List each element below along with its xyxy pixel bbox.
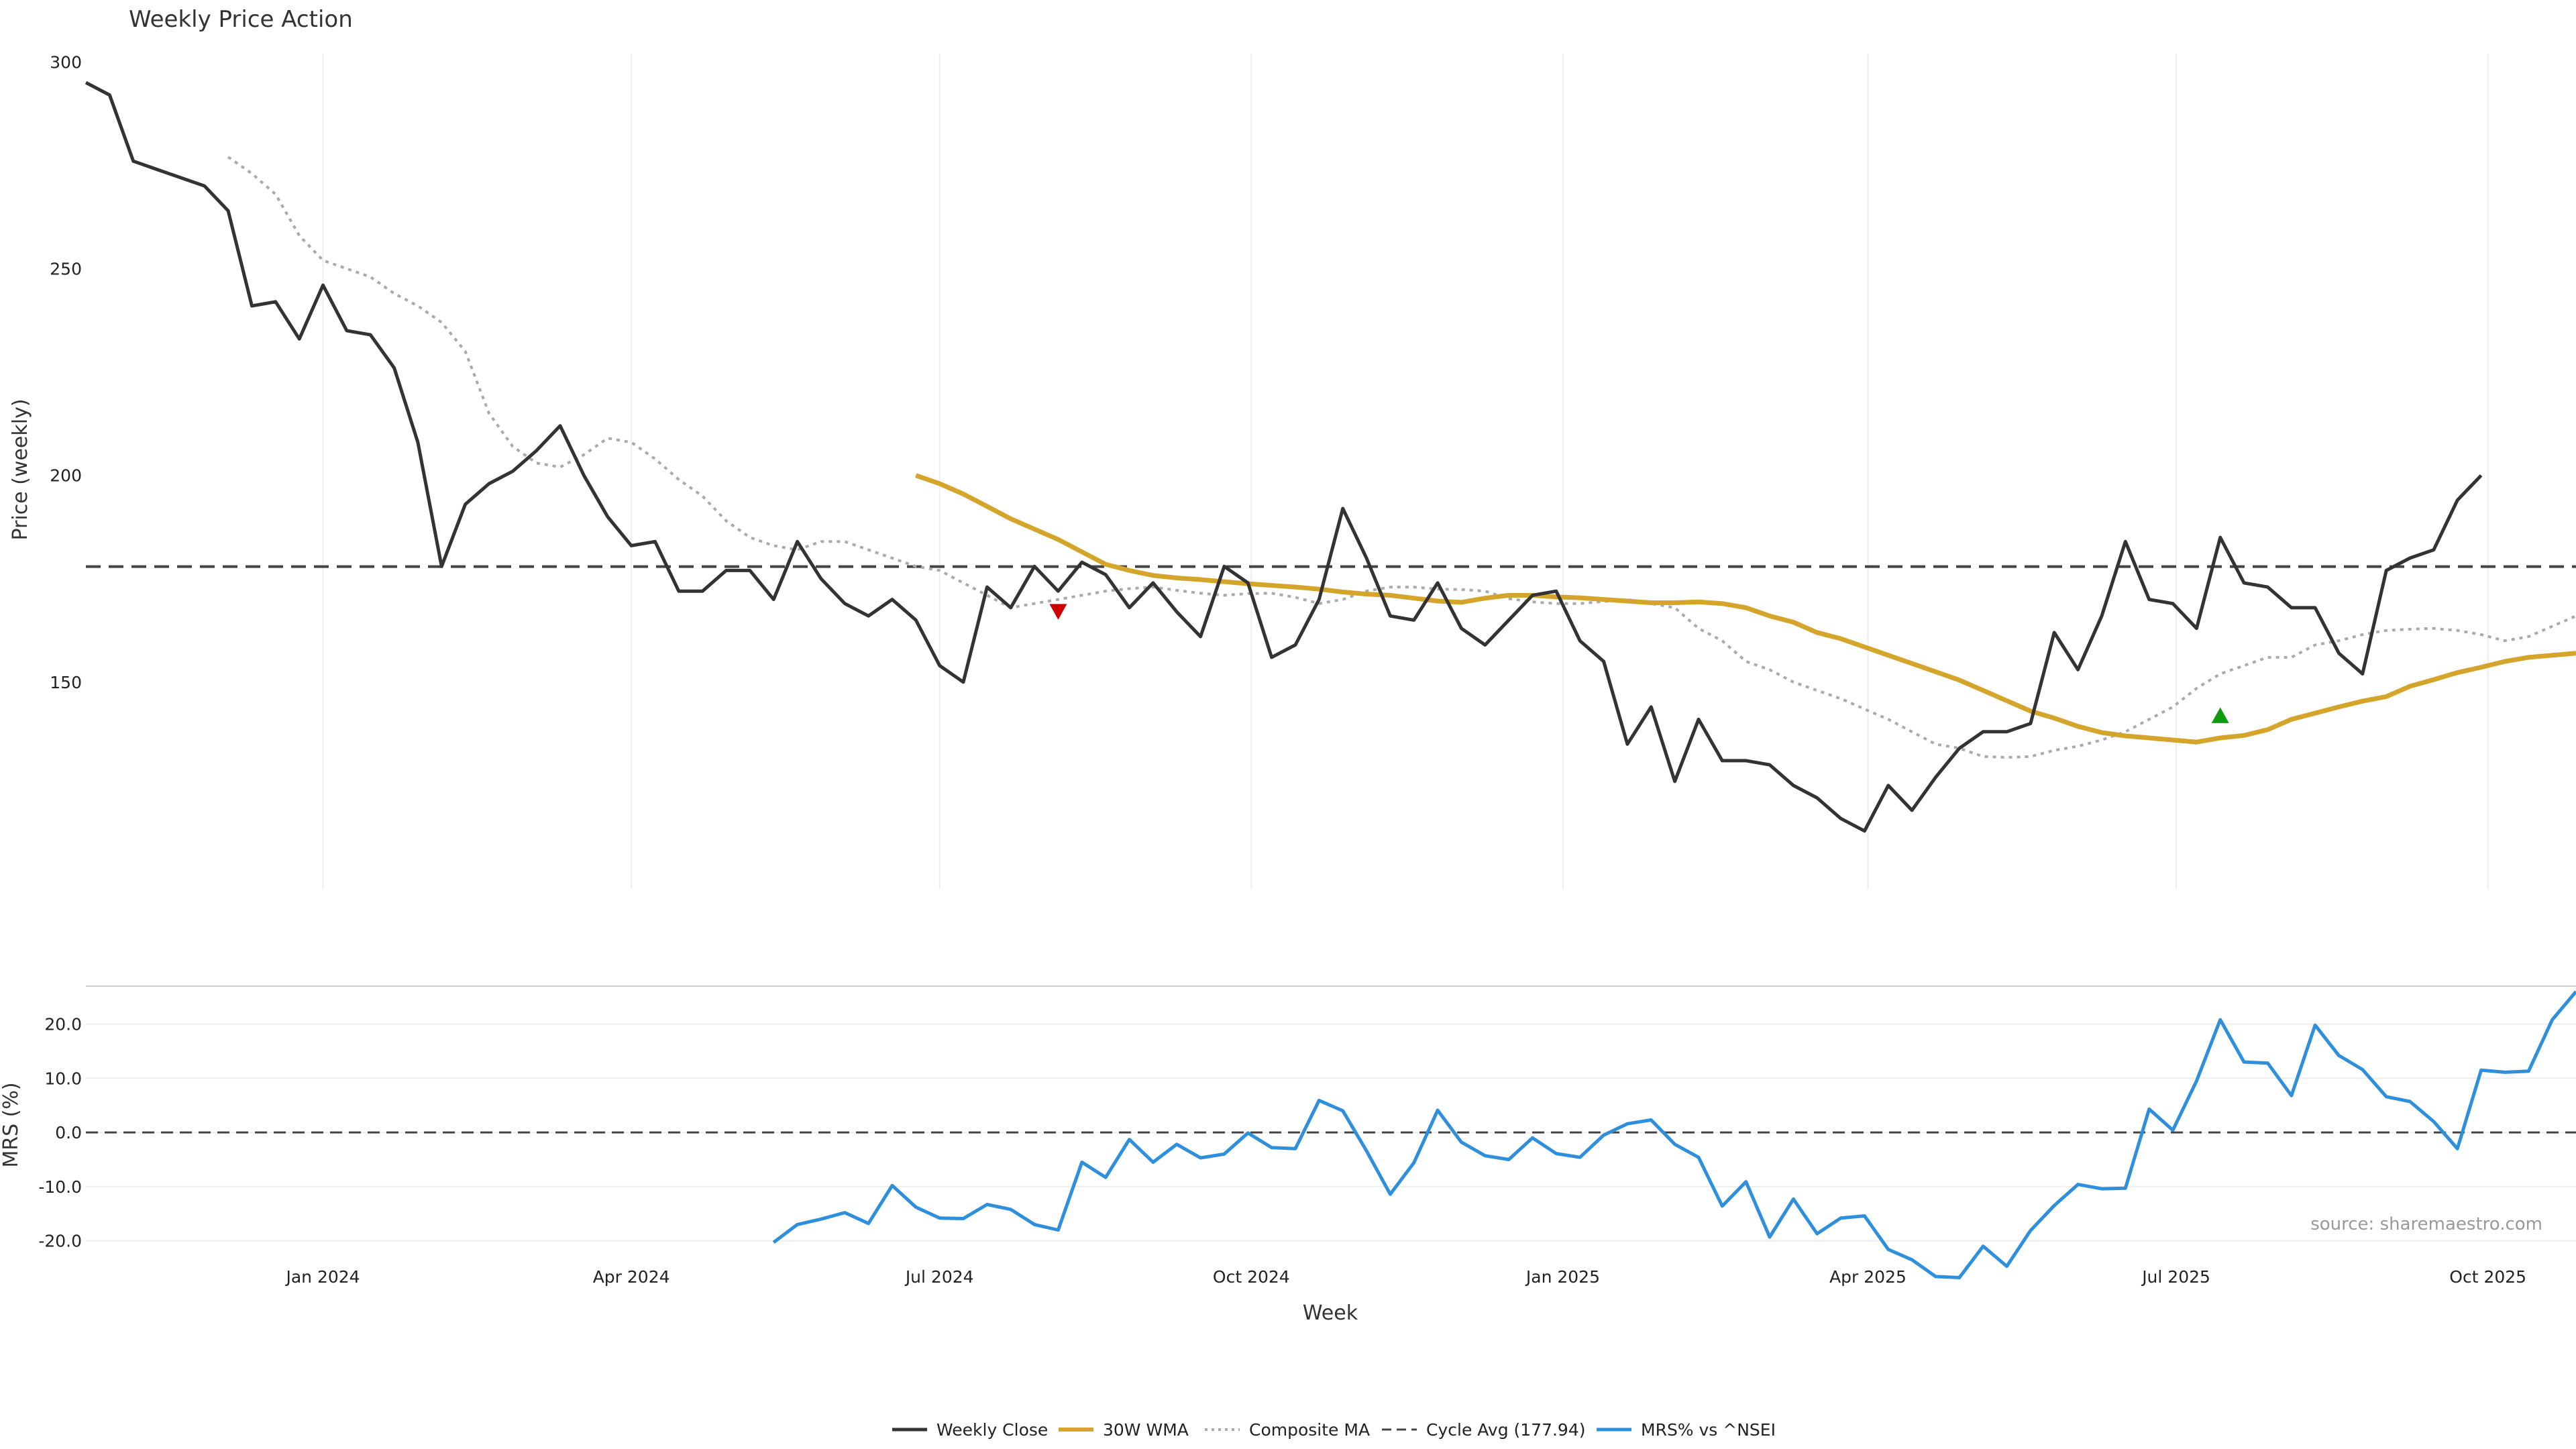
mrs-y-tick-label: -20.0 [38,1232,82,1251]
price-panel-grid [322,54,2489,889]
x-tick-label: Apr 2024 [593,1267,670,1287]
legend-label: Cycle Avg (177.94) [1426,1420,1586,1440]
legend-label: Composite MA [1249,1420,1370,1440]
legend-label: Weekly Close [936,1420,1048,1440]
buy-signal-marker [2211,707,2229,723]
x-tick-label: Jan 2025 [1525,1267,1600,1287]
signal-markers [1049,604,2229,723]
wma-30w-line [915,473,2576,745]
x-axis-label: Week [1303,1301,1358,1325]
x-ticks: Jan 2024 Apr 2024 Jul 2024 Oct 2024 Jan 2025… [284,1267,2526,1287]
legend-label: 30W WMA [1103,1420,1189,1440]
legend-label: MRS% vs ^NSEI [1641,1420,1776,1440]
mrs-y-tick-label: 10.0 [44,1069,82,1088]
price-y-tick-label: 150 [50,673,82,692]
x-tick-label: Oct 2024 [1213,1267,1290,1287]
x-tick-label: Jul 2024 [904,1267,974,1287]
mrs-y-ticks: -20.0 -10.0 0.0 10.0 20.0 [38,1015,82,1251]
x-tick-label: Apr 2025 [1829,1267,1907,1287]
mrs-y-tick-label: 20.0 [44,1015,82,1034]
weekly-close-line [85,80,2483,833]
x-tick-label: Jul 2025 [2141,1267,2210,1287]
mrs-line [772,990,2576,1279]
x-tick-label: Oct 2025 [2449,1267,2526,1287]
price-y-axis-label: Price (weekly) [9,398,32,540]
composite-ma-line [227,156,2576,759]
mrs-y-tick-label: 0.0 [55,1123,82,1142]
price-y-tick-label: 250 [50,259,82,278]
price-y-ticks: 150 200 250 300 [50,52,82,692]
price-y-tick-label: 300 [50,52,82,72]
sell-signal-marker [1049,604,1067,620]
x-tick-label: Jan 2024 [284,1267,360,1287]
price-y-tick-label: 200 [50,466,82,486]
mrs-y-tick-label: -10.0 [38,1177,82,1197]
source-note: source: sharemaestro.com [2310,1214,2542,1234]
mrs-y-axis-label: MRS (%) [0,1082,23,1167]
chart-legend: Weekly Close 30W WMA Composite MA Cycle Avg… [892,1420,1776,1440]
chart-title: Weekly Price Action [129,6,353,33]
